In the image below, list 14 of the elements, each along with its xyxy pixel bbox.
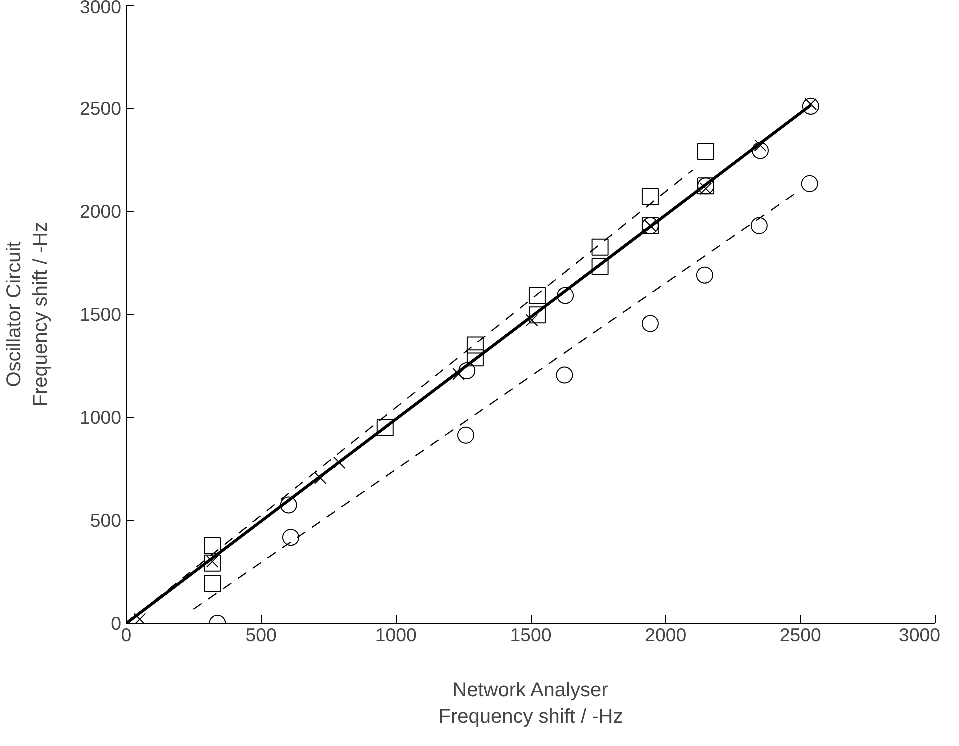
y-tick-label: 3000 [80, 0, 122, 18]
x-tick-label: 1500 [510, 624, 552, 646]
x-tick-label: 3000 [898, 624, 941, 646]
x-tick-label: 500 [246, 624, 277, 646]
x-axis-title: Network Analyser Frequency shift / -Hz [438, 680, 624, 728]
x-tick-label: 2000 [645, 624, 687, 646]
y-tick-label: 1500 [80, 304, 122, 325]
y-tick-label: 2000 [80, 201, 122, 222]
y-tick-label: 1000 [80, 407, 122, 428]
x-tick-label: 2500 [780, 624, 822, 646]
x-tick-label: 1000 [375, 624, 417, 646]
y-tick-label: 2500 [80, 98, 122, 119]
y-axis-title: Oscillator Circuit Frequency shift / -Hz [4, 222, 52, 407]
y-tick-label: 500 [90, 510, 122, 531]
